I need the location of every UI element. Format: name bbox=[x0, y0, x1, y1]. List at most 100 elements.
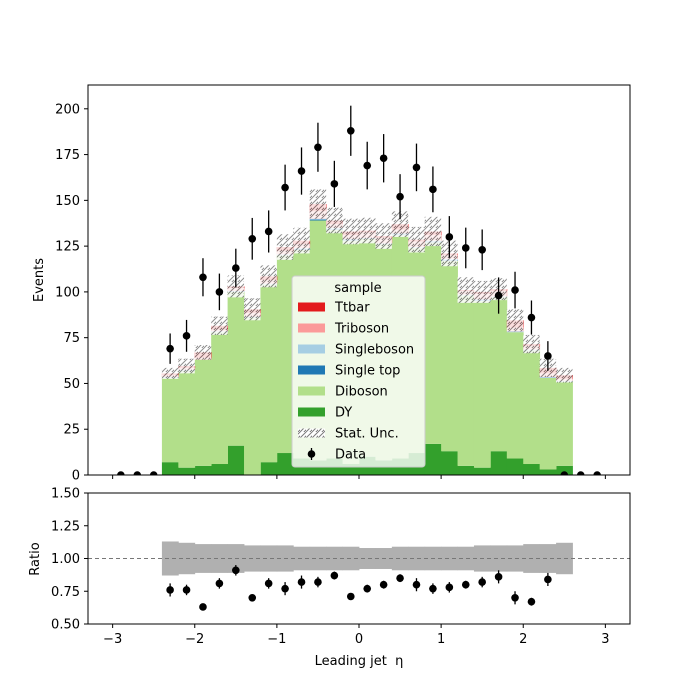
stat-unc-band bbox=[424, 216, 442, 247]
ratio-unc-band bbox=[391, 546, 409, 571]
data-point bbox=[363, 161, 372, 170]
stat-unc-band bbox=[194, 345, 212, 360]
data-point bbox=[264, 227, 273, 236]
data-point bbox=[314, 143, 322, 152]
ratio-point bbox=[215, 579, 224, 588]
data-point bbox=[527, 313, 536, 322]
stat-unc-band bbox=[260, 265, 277, 288]
legend-label: Triboson bbox=[334, 322, 389, 337]
ratio-point bbox=[314, 578, 322, 586]
bar-diboson bbox=[194, 359, 212, 466]
ratio-point bbox=[396, 574, 404, 582]
y-tick-label: 1.25 bbox=[51, 519, 80, 534]
x-tick-label: 3 bbox=[601, 632, 609, 647]
bar-diboson bbox=[539, 377, 557, 470]
bar-dy bbox=[194, 465, 212, 475]
bar-dy bbox=[556, 465, 573, 475]
bar-dy bbox=[276, 453, 294, 475]
bar-diboson bbox=[178, 370, 196, 468]
y-tick-label: 150 bbox=[55, 194, 80, 209]
bar-dy bbox=[342, 464, 360, 475]
ratio-point bbox=[527, 597, 536, 606]
data-point bbox=[576, 471, 585, 475]
legend-swatch bbox=[298, 386, 325, 396]
x-tick-label: 2 bbox=[519, 632, 527, 647]
y-tick-label: 25 bbox=[63, 423, 80, 438]
data-point bbox=[494, 291, 503, 300]
stat-unc-band bbox=[244, 298, 261, 321]
bar-diboson bbox=[556, 381, 573, 466]
legend-swatch bbox=[298, 365, 325, 375]
data-point bbox=[346, 126, 355, 135]
data-point bbox=[182, 332, 191, 340]
data-point bbox=[511, 286, 519, 294]
stat-unc-band bbox=[342, 218, 359, 245]
ratio-point bbox=[264, 579, 273, 588]
data-point bbox=[199, 273, 207, 282]
y-tick-label: 100 bbox=[55, 285, 80, 300]
legend-swatch bbox=[298, 428, 325, 438]
ratio-unc-band bbox=[359, 548, 376, 569]
ratio-point bbox=[182, 586, 191, 594]
ratio-unc-band bbox=[490, 545, 508, 572]
ratio-unc-band bbox=[457, 546, 475, 571]
bar-singleboson bbox=[539, 377, 557, 378]
stat-unc-band bbox=[276, 234, 294, 260]
legend-swatch bbox=[298, 302, 325, 312]
ratio-point bbox=[445, 583, 454, 592]
legend-title: sample bbox=[334, 281, 381, 296]
ratio-unc-band bbox=[161, 541, 179, 576]
y-tick-label: 1.00 bbox=[51, 552, 80, 567]
ratio-point bbox=[297, 578, 306, 586]
bar-dy bbox=[178, 467, 196, 475]
data-point bbox=[412, 163, 421, 172]
bar-singleboson bbox=[309, 218, 327, 220]
y-tick-label: 125 bbox=[55, 240, 80, 255]
data-point bbox=[429, 185, 437, 194]
ratio-y-axis-label: Ratio bbox=[28, 542, 43, 575]
data-point bbox=[593, 471, 601, 475]
legend-label: Single top bbox=[335, 364, 400, 379]
ratio-point bbox=[429, 584, 437, 593]
y-tick-label: 75 bbox=[63, 331, 80, 346]
data-point bbox=[166, 344, 174, 353]
ratio-point bbox=[412, 580, 421, 589]
x-tick-label: 0 bbox=[355, 632, 363, 647]
legend-entry-singleboson: Singleboson bbox=[298, 343, 414, 358]
bar-diboson bbox=[457, 295, 475, 466]
y-tick-label: 0.75 bbox=[51, 585, 80, 600]
ratio-point bbox=[478, 578, 486, 586]
bar-dy bbox=[260, 462, 278, 475]
stat-unc-band bbox=[523, 334, 540, 354]
bar-dy bbox=[424, 443, 442, 475]
data-point bbox=[396, 192, 404, 201]
legend-swatch bbox=[298, 407, 325, 417]
data-point bbox=[133, 471, 142, 475]
y-tick-label: 50 bbox=[63, 377, 80, 392]
ratio-point bbox=[379, 580, 388, 589]
y-axis-label: Events bbox=[32, 258, 47, 302]
stat-unc-band bbox=[211, 316, 228, 335]
stat-unc-band bbox=[391, 211, 409, 237]
bar-diboson bbox=[260, 284, 278, 463]
x-axis-label: Leading jet η bbox=[315, 654, 404, 669]
ratio-unc-band bbox=[441, 546, 458, 571]
y-tick-label: 175 bbox=[55, 148, 80, 163]
ratio-point bbox=[232, 566, 240, 575]
legend-label: Stat. Unc. bbox=[335, 427, 399, 442]
legend-entry-data: Data bbox=[307, 448, 366, 463]
ratio-point bbox=[248, 594, 257, 602]
stat-unc-band bbox=[473, 280, 491, 303]
ratio-unc-band bbox=[408, 546, 426, 571]
data-point bbox=[330, 180, 339, 188]
bar-dy bbox=[539, 469, 557, 475]
bar-diboson bbox=[490, 297, 508, 452]
bar-dy bbox=[506, 458, 524, 475]
x-tick-label: −1 bbox=[267, 632, 286, 647]
bar-single-top bbox=[309, 219, 327, 221]
stat-unc-band bbox=[161, 367, 179, 379]
stat-unc-band bbox=[178, 358, 195, 374]
ratio-point bbox=[363, 584, 372, 593]
stat-unc-band bbox=[293, 227, 310, 254]
bar-dy bbox=[523, 464, 541, 475]
